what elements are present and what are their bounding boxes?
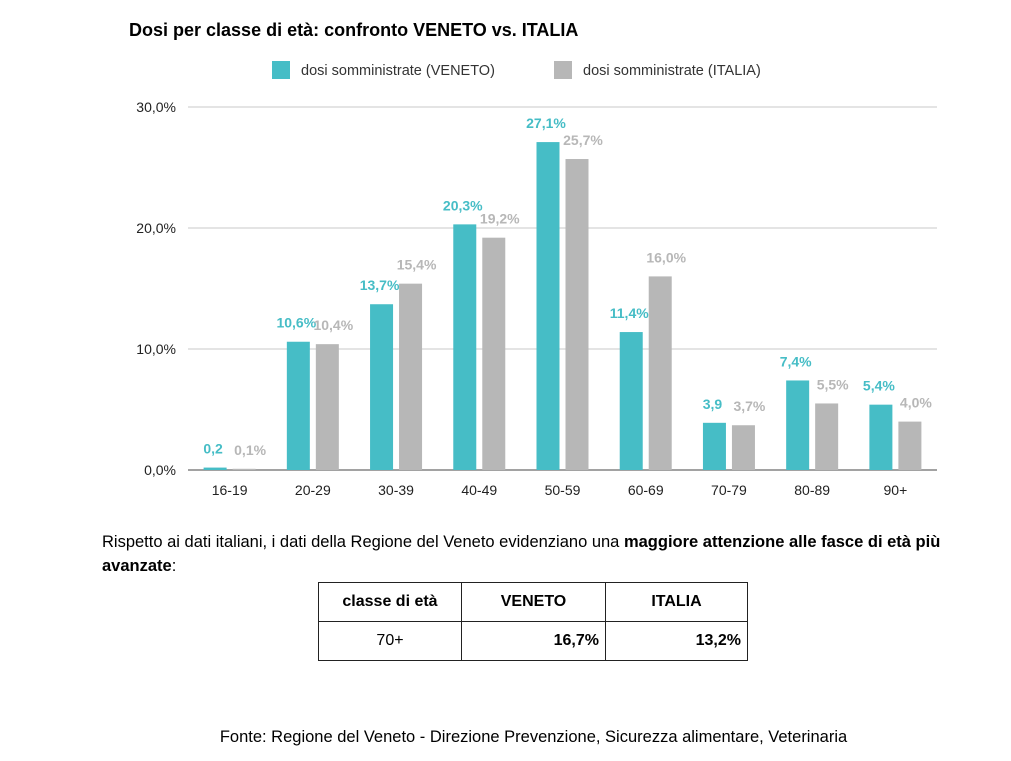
x-tick-label: 90+ bbox=[884, 482, 908, 498]
x-tick-label: 30-39 bbox=[378, 482, 414, 498]
data-label-italia: 5,5% bbox=[817, 376, 849, 392]
data-label-italia: 16,0% bbox=[646, 249, 686, 265]
legend-label-veneto: dosi somministrate (VENETO) bbox=[301, 63, 495, 79]
y-tick-label: 30,0% bbox=[136, 99, 176, 115]
header-veneto: VENETO bbox=[461, 582, 606, 622]
data-label-italia: 0,1% bbox=[234, 442, 266, 458]
data-label-italia: 15,4% bbox=[397, 257, 437, 273]
data-label-italia: 10,4% bbox=[313, 317, 353, 333]
table-row: 70+ 16,7% 13,2% bbox=[318, 621, 748, 661]
bar-italia-60-69 bbox=[648, 276, 672, 470]
data-label-veneto: 0,2 bbox=[203, 441, 223, 457]
bar-italia-50-59 bbox=[565, 159, 589, 470]
summary-paragraph: Rispetto ai dati italiani, i dati della … bbox=[102, 533, 941, 575]
source-note: Fonte: Regione del Veneto - Direzione Pr… bbox=[219, 728, 848, 746]
bar-veneto-90+ bbox=[869, 404, 893, 470]
x-tick-label: 40-49 bbox=[461, 482, 497, 498]
bar-italia-90+ bbox=[898, 421, 922, 470]
bar-veneto-16-19 bbox=[203, 467, 227, 470]
x-tick-label: 80-89 bbox=[794, 482, 830, 498]
bar-veneto-80-89 bbox=[786, 380, 810, 470]
y-tick-label: 20,0% bbox=[136, 220, 176, 236]
bar-veneto-60-69 bbox=[619, 332, 643, 470]
cell-italia: 13,2% bbox=[605, 621, 748, 661]
bar-veneto-20-29 bbox=[286, 341, 310, 470]
data-label-italia: 19,2% bbox=[480, 211, 520, 227]
bar-italia-40-49 bbox=[482, 237, 506, 470]
summary-table: classe di età VENETO ITALIA 70+ 16,7% 13… bbox=[318, 582, 748, 661]
bar-italia-16-19 bbox=[232, 468, 256, 470]
bar-italia-70-79 bbox=[731, 425, 755, 470]
data-label-italia: 4,0% bbox=[900, 395, 932, 411]
bar-veneto-30-39 bbox=[370, 304, 394, 470]
bar-veneto-50-59 bbox=[536, 142, 560, 470]
x-tick-label: 16-19 bbox=[212, 482, 248, 498]
data-label-veneto: 7,4% bbox=[780, 353, 812, 369]
y-tick-label: 0,0% bbox=[144, 462, 176, 478]
data-label-veneto: 20,3% bbox=[443, 197, 483, 213]
y-tick-label: 10,0% bbox=[136, 341, 176, 357]
data-label-veneto: 27,1% bbox=[526, 115, 566, 131]
header-italia: ITALIA bbox=[605, 582, 748, 622]
data-label-italia: 3,7% bbox=[733, 398, 765, 414]
x-tick-label: 70-79 bbox=[711, 482, 747, 498]
x-tick-label: 20-29 bbox=[295, 482, 331, 498]
chart-title: Dosi per classe di età: confronto VENETO… bbox=[129, 20, 579, 40]
bar-italia-80-89 bbox=[815, 403, 839, 470]
legend-swatch-veneto bbox=[272, 61, 290, 79]
cell-veneto: 16,7% bbox=[461, 621, 606, 661]
bar-chart: 0,0% 10,0% 20,0% 30,0% dosi somministrate (V… bbox=[136, 61, 937, 498]
bar-italia-30-39 bbox=[399, 283, 423, 470]
data-label-veneto: 5,4% bbox=[863, 378, 895, 394]
data-label-veneto: 11,4% bbox=[610, 305, 649, 321]
legend-label-italia: dosi somministrate (ITALIA) bbox=[583, 63, 761, 79]
cell-age-class: 70+ bbox=[318, 621, 462, 661]
x-tick-label: 60-69 bbox=[628, 482, 664, 498]
data-label-italia: 25,7% bbox=[563, 132, 603, 148]
bar-italia-20-29 bbox=[315, 344, 339, 470]
summary-table-header: classe di età VENETO ITALIA bbox=[318, 582, 748, 622]
legend-swatch-italia bbox=[554, 61, 572, 79]
data-label-veneto: 3,9 bbox=[703, 396, 723, 412]
header-age-class: classe di età bbox=[318, 582, 462, 622]
bar-veneto-40-49 bbox=[453, 224, 477, 470]
data-label-veneto: 13,7% bbox=[360, 277, 400, 293]
data-label-veneto: 10,6% bbox=[276, 315, 316, 331]
bar-veneto-70-79 bbox=[702, 422, 726, 470]
x-tick-label: 50-59 bbox=[545, 482, 581, 498]
